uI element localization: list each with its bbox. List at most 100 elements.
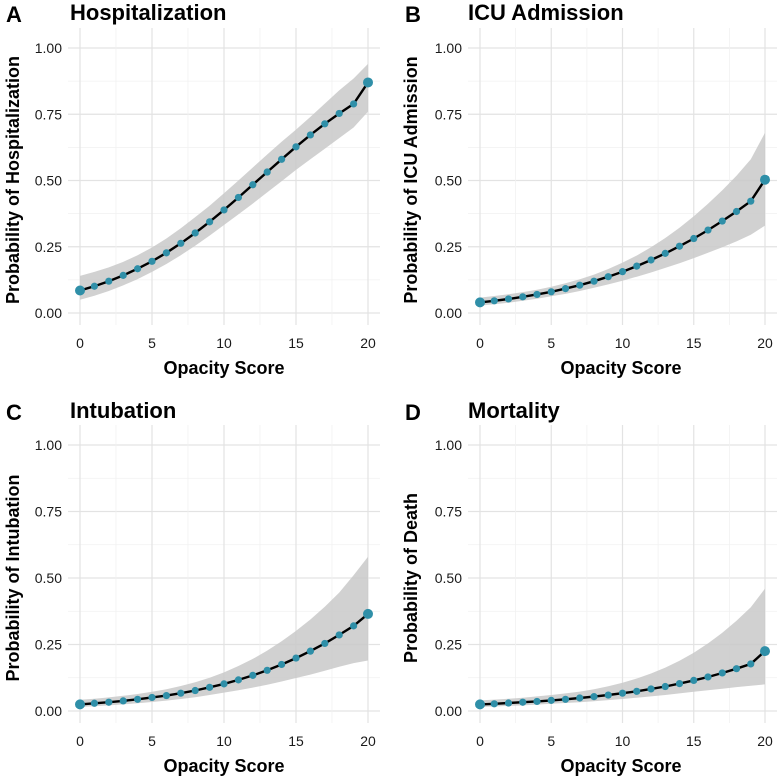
data-point-d xyxy=(732,665,741,673)
data-point-c xyxy=(350,622,358,630)
data-point-a xyxy=(335,109,343,118)
x-tick-label-b: 10 xyxy=(615,335,631,351)
data-point-d xyxy=(704,673,712,681)
data-point-a xyxy=(306,131,314,139)
ci-band-a xyxy=(80,63,368,300)
data-point-b xyxy=(604,273,612,281)
y-tick-labels-c: 0.00 0.25 0.50 0.75 1.00 xyxy=(35,437,62,719)
x-tick-label-d: 20 xyxy=(757,733,773,749)
data-point-c xyxy=(363,608,373,619)
x-tick-label-b: 15 xyxy=(686,335,702,351)
y-tick-label-a: 0.25 xyxy=(35,239,62,255)
panel-title-b: ICU Admission xyxy=(468,0,624,25)
data-point-b xyxy=(618,268,627,276)
y-tick-label-d: 0.50 xyxy=(435,570,462,586)
x-tick-label-b: 0 xyxy=(476,335,484,351)
data-point-b xyxy=(475,297,485,308)
y-tick-label-b: 0.50 xyxy=(435,173,462,189)
data-point-b xyxy=(547,288,555,296)
x-tick-label-c: 0 xyxy=(76,733,84,749)
x-axis-title-a: Opacity Score xyxy=(163,358,284,378)
y-tick-label-b: 0.75 xyxy=(435,106,462,122)
x-tick-labels-d: 0 5 10 15 20 xyxy=(476,733,773,749)
data-point-a xyxy=(363,77,373,88)
data-point-c xyxy=(306,647,314,655)
data-point-b xyxy=(561,285,570,293)
data-point-c xyxy=(90,699,98,707)
data-point-b xyxy=(760,174,770,185)
x-tick-label-a: 15 xyxy=(288,335,304,351)
data-point-a xyxy=(321,120,329,128)
gridlines-d xyxy=(468,425,777,723)
y-tick-label-a: 0.50 xyxy=(35,173,62,189)
y-tick-labels-b: 0.00 0.25 0.50 0.75 1.00 xyxy=(435,40,462,321)
data-point-a xyxy=(234,193,242,202)
x-tick-label-a: 10 xyxy=(216,335,232,351)
data-point-d xyxy=(590,693,598,701)
x-tick-labels-c: 0 5 10 15 20 xyxy=(76,733,376,749)
data-point-b xyxy=(504,295,513,303)
x-tick-label-b: 20 xyxy=(757,335,773,351)
panel-a: A Hospitalization 0.00 0.25 0.50 0.75 1.00 0… xyxy=(3,0,380,378)
data-point-b xyxy=(490,297,498,305)
data-point-c xyxy=(148,693,156,702)
x-tick-label-d: 15 xyxy=(686,733,702,749)
data-point-a xyxy=(278,155,286,163)
y-tick-label-b: 1.00 xyxy=(435,40,462,56)
data-point-a xyxy=(134,265,142,273)
data-point-a xyxy=(206,218,214,226)
x-tick-label-b: 5 xyxy=(547,335,555,351)
data-point-b xyxy=(576,281,584,289)
data-point-a xyxy=(350,100,358,108)
x-tick-label-a: 5 xyxy=(148,335,156,351)
data-point-b xyxy=(747,197,755,205)
y-axis-title-b: Probability of ICU Admission xyxy=(401,56,421,303)
data-point-d xyxy=(675,680,684,688)
data-point-d xyxy=(475,699,485,710)
data-point-b xyxy=(519,293,527,301)
data-point-c xyxy=(162,691,170,700)
y-tick-label-a: 0.00 xyxy=(35,305,62,321)
data-point-b xyxy=(633,262,641,270)
data-point-c xyxy=(263,666,271,674)
y-tick-label-b: 0.00 xyxy=(435,305,462,321)
panel-letter-a: A xyxy=(6,2,22,27)
data-point-d xyxy=(561,695,570,703)
data-point-a xyxy=(148,257,156,265)
panel-letter-d: D xyxy=(405,400,421,425)
data-point-a xyxy=(292,143,300,151)
data-point-a xyxy=(249,181,257,189)
data-point-d xyxy=(618,689,627,697)
y-tick-label-c: 0.75 xyxy=(35,504,62,520)
y-tick-label-d: 0.75 xyxy=(435,504,462,520)
data-point-d xyxy=(661,682,669,691)
y-tick-label-d: 0.25 xyxy=(435,637,462,653)
y-tick-labels-d: 0.00 0.25 0.50 0.75 1.00 xyxy=(435,437,462,719)
data-point-d xyxy=(747,660,755,668)
data-point-d xyxy=(504,699,513,707)
x-axis-title-c: Opacity Score xyxy=(163,756,284,776)
data-point-b xyxy=(675,242,684,250)
y-tick-label-d: 1.00 xyxy=(435,437,462,453)
data-point-c xyxy=(177,689,185,697)
data-point-c xyxy=(335,631,343,639)
data-point-d xyxy=(647,685,655,693)
data-point-c xyxy=(191,686,199,695)
x-tick-label-a: 0 xyxy=(76,335,84,351)
data-point-a xyxy=(75,285,85,296)
panel-title-c: Intubation xyxy=(70,398,176,423)
data-point-a xyxy=(177,239,185,247)
y-tick-label-b: 0.25 xyxy=(435,239,462,255)
panel-title-d: Mortality xyxy=(468,398,560,423)
data-point-d xyxy=(490,700,498,708)
y-axis-title-d: Probability of Death xyxy=(401,493,421,663)
data-point-b xyxy=(732,207,741,216)
points-b xyxy=(475,174,770,308)
data-point-b xyxy=(533,290,541,299)
y-tick-label-a: 0.75 xyxy=(35,106,62,122)
data-point-d xyxy=(604,691,612,699)
y-tick-label-d: 0.00 xyxy=(435,703,462,719)
data-point-a xyxy=(90,282,98,290)
data-point-d xyxy=(690,676,698,685)
